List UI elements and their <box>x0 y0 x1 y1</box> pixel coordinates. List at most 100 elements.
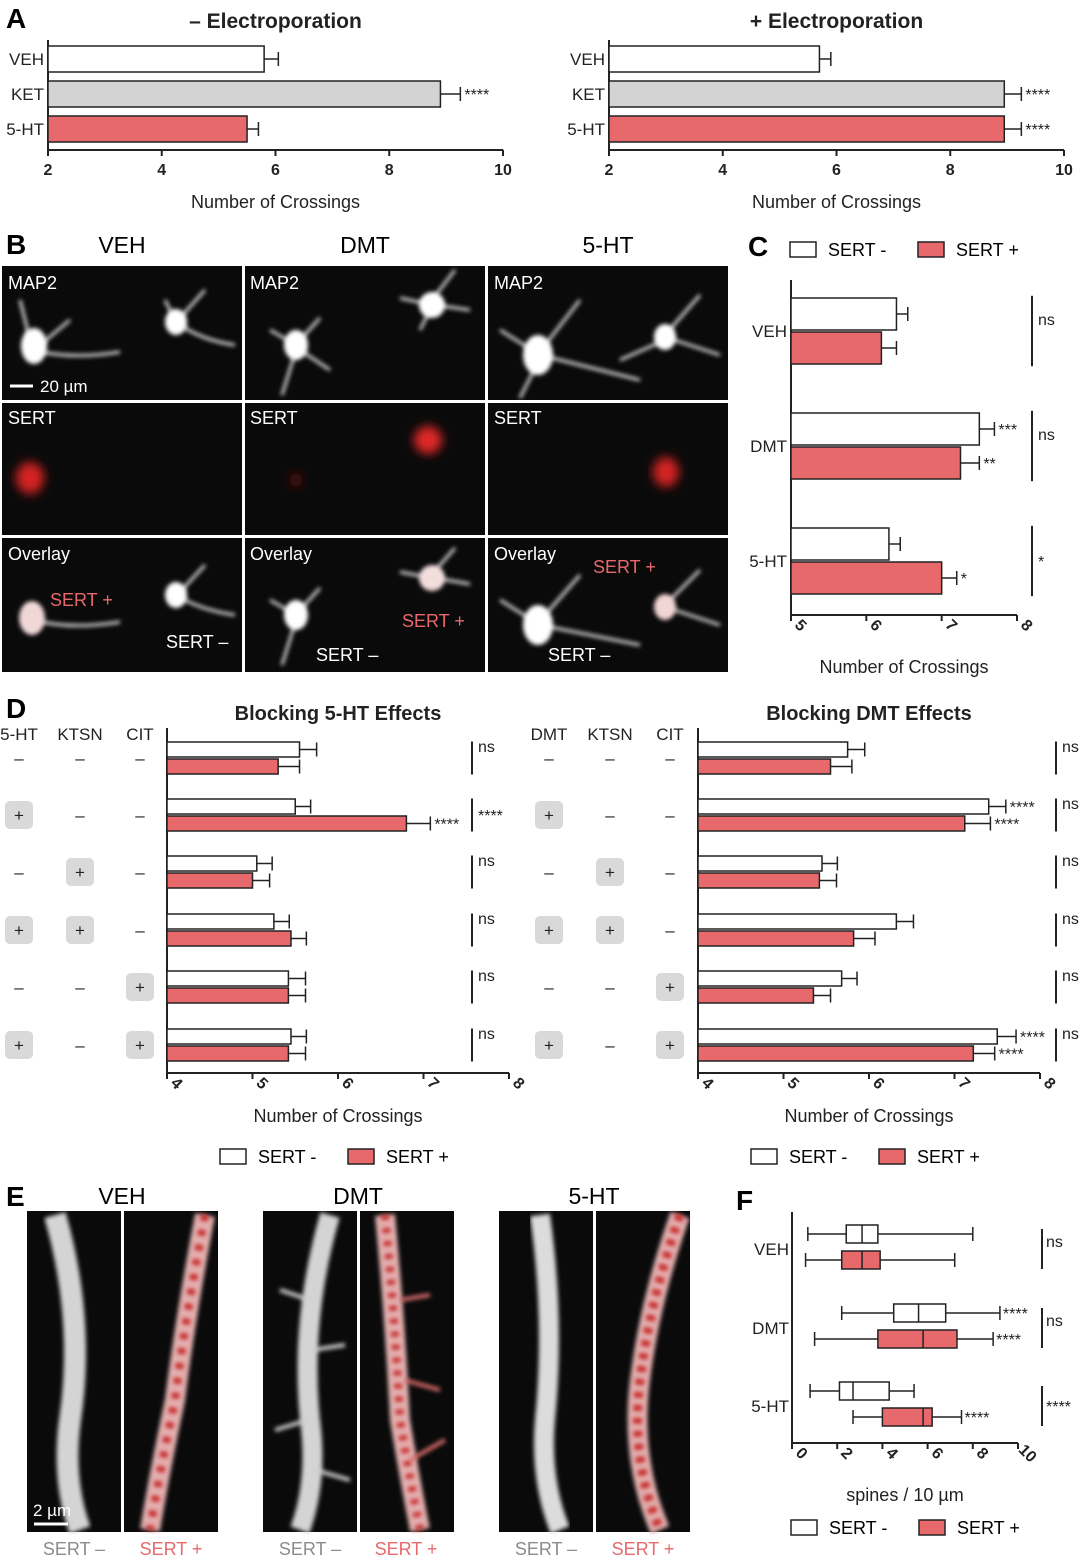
column-label-5ht: 5-HT <box>568 1183 619 1209</box>
treatment-mark: – <box>135 863 145 882</box>
dendrite-veh-sert-pos <box>124 1211 218 1532</box>
treatment-mark: + <box>605 921 615 940</box>
significance-label: **** <box>1020 1030 1045 1047</box>
group-significance-label: ns <box>1062 1026 1079 1043</box>
micrograph-dmt-sert: SERT <box>245 403 485 535</box>
overlay-label-sert-neg: SERT – <box>316 645 378 665</box>
x-tick-label: 8 <box>1017 617 1035 635</box>
treatment-mark: – <box>135 749 145 768</box>
treatment-box <box>535 1031 563 1059</box>
group-significance-label: ns <box>1038 312 1055 329</box>
legend-swatch-sert-pos <box>878 1148 906 1165</box>
treatment-mark: – <box>75 806 85 825</box>
treatment-mark: – <box>605 806 615 825</box>
x-tick-label: 4 <box>157 162 166 179</box>
x-tick-label: 6 <box>869 1075 887 1093</box>
x-tick-label: 4 <box>718 162 727 179</box>
bar <box>697 930 855 947</box>
group-significance-label: ns <box>1062 911 1079 928</box>
category-label: DMT <box>752 1319 789 1338</box>
treatment-header: 5-HT <box>0 725 38 744</box>
group-significance-label: ns <box>1062 968 1079 985</box>
treatment-box <box>5 801 33 829</box>
treatment-box <box>656 1031 684 1059</box>
bar <box>790 412 981 446</box>
category-label: VEH <box>9 50 44 69</box>
x-tick-label: 10 <box>1055 162 1073 179</box>
category-label: VEH <box>754 1240 789 1259</box>
x-tick-label: 8 <box>946 162 955 179</box>
bar <box>608 115 1006 143</box>
bar <box>166 930 292 947</box>
micrograph-5ht-map2: MAP2 <box>488 266 728 400</box>
row-label-map2: MAP2 <box>250 273 299 293</box>
significance-label: **** <box>996 1332 1021 1349</box>
bar <box>47 45 265 73</box>
box <box>877 1329 958 1349</box>
bar <box>697 1045 975 1062</box>
legend-label-sert-neg: SERT - <box>258 1147 316 1167</box>
group-significance-label: ns <box>478 853 495 870</box>
x-axis-label: Number of Crossings <box>191 192 360 212</box>
treatment-mark: + <box>544 806 554 825</box>
treatment-header: KTSN <box>57 725 102 744</box>
treatment-mark: – <box>75 978 85 997</box>
significance-label: **** <box>1003 1306 1028 1323</box>
column-label-veh: VEH <box>98 232 145 258</box>
x-tick-label: 2 <box>44 162 53 179</box>
dendrite-label-sert-neg: SERT – <box>43 1539 105 1559</box>
x-tick-label: 6 <box>338 1075 356 1093</box>
treatment-mark: – <box>544 978 554 997</box>
box <box>840 1250 881 1270</box>
chart-title: – Electroporation <box>189 10 362 33</box>
bar <box>166 798 296 815</box>
treatment-mark: – <box>665 863 675 882</box>
bar <box>47 115 248 143</box>
bar <box>166 913 275 930</box>
dendrite-label-sert-pos: SERT + <box>612 1539 675 1559</box>
legend-label-sert-pos: SERT + <box>917 1147 980 1167</box>
legend-f: SERT - SERT + <box>790 1518 1020 1538</box>
bar <box>790 331 883 365</box>
treatment-mark: + <box>665 1036 675 1055</box>
column-label-dmt: DMT <box>333 1183 383 1209</box>
significance-label: **** <box>1025 87 1050 104</box>
x-axis-label: Number of Crossings <box>752 192 921 212</box>
micrograph-5ht-overlay: Overlay SERT + SERT – <box>488 538 728 672</box>
x-tick-label: 4 <box>698 1075 716 1093</box>
legend-swatch-sert-neg <box>219 1148 247 1165</box>
bar <box>166 872 254 889</box>
bar <box>697 815 966 832</box>
group-significance-label: ns <box>1062 796 1079 813</box>
chart-a-right: + Electroporation 2 4 6 8 10 Number of Crossin… <box>567 10 1073 212</box>
column-label-veh: VEH <box>98 1183 145 1209</box>
x-tick-label: 6 <box>928 1445 946 1463</box>
chart-a-left: – Electroporation 2 4 6 8 10 Number of Crossin… <box>6 10 512 212</box>
row-label-sert: SERT <box>250 408 298 428</box>
panel-letter-d: D <box>6 693 26 724</box>
bar <box>166 741 301 758</box>
legend-label-sert-pos: SERT + <box>957 1518 1020 1538</box>
category-label: 5-HT <box>6 120 44 139</box>
bar <box>166 1045 290 1062</box>
significance-label: **** <box>999 1047 1024 1064</box>
bar <box>697 987 815 1004</box>
box <box>892 1303 947 1323</box>
category-label: 5-HT <box>749 552 787 571</box>
treatment-mark: – <box>605 1036 615 1055</box>
x-tick-label: 4 <box>167 1075 185 1093</box>
treatment-mark: – <box>665 806 675 825</box>
significance-label: *** <box>998 422 1017 439</box>
chart-title: Blocking DMT Effects <box>766 703 972 725</box>
treatment-mark: + <box>75 921 85 940</box>
row-label-map2: MAP2 <box>8 273 57 293</box>
overlay-label-sert-neg: SERT – <box>166 632 228 652</box>
micrograph-dmt-overlay: Overlay SERT + SERT – <box>245 538 485 672</box>
treatment-mark: + <box>14 1036 24 1055</box>
legend-swatch-sert-neg <box>750 1148 778 1165</box>
treatment-box <box>66 858 94 886</box>
bar <box>166 855 258 872</box>
treatment-mark: – <box>605 978 615 997</box>
chart-d-right: Blocking DMT Effects DMT KTSN CIT 4 5 6 7 8 Numbe… <box>531 703 1079 1126</box>
